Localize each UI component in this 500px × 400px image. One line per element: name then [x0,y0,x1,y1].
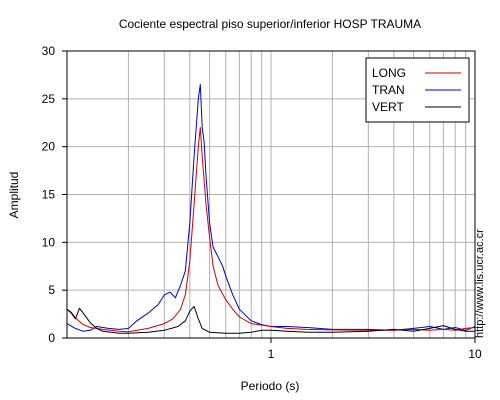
y-tick-label: 5 [48,283,55,297]
series-line-tran [66,84,476,332]
url-text: http://www.lis.ucr.ac.cr [474,229,486,338]
legend-label-vert: VERT [372,100,404,114]
legend-label-tran: TRAN [372,83,405,97]
y-axis-label: Amplitud [7,172,21,219]
legend-label-long: LONG [372,66,406,80]
legend: LONG TRAN VERT [365,57,470,123]
grid [67,51,475,338]
x-axis-label: Periodo (s) [241,379,300,393]
y-tick-label: 30 [42,44,56,58]
x-tick-label: 1 [268,347,275,361]
chart-title: Cociente espectral piso superior/inferio… [119,17,421,31]
x-axis-ticks: 1 10 [268,338,482,361]
y-tick-label: 0 [48,331,55,345]
y-tick-label: 20 [42,140,56,154]
y-tick-label: 10 [42,235,56,249]
series-line-long [66,127,476,333]
y-axis-ticks: 0 5 10 15 20 25 30 [42,44,67,345]
x-tick-label: 10 [468,347,482,361]
y-tick-label: 15 [42,188,56,202]
series-lines [66,84,476,334]
series-line-vert [66,305,475,334]
y-tick-label: 25 [42,92,56,106]
